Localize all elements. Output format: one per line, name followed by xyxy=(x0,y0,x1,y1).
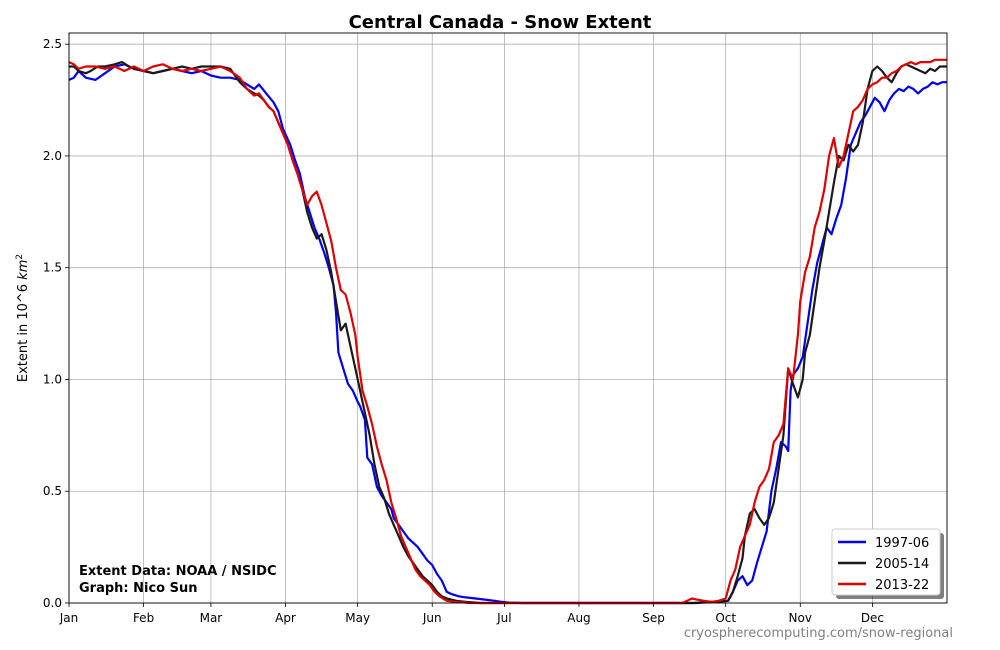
plot-frame xyxy=(68,32,948,604)
y-tick-label: 1.5 xyxy=(43,261,62,275)
source-url: cryospherecomputing.com/snow-regional xyxy=(684,626,953,641)
x-tick-label: Aug xyxy=(567,611,590,625)
x-tick-label: Sep xyxy=(642,611,665,625)
legend-label: 2013-22 xyxy=(875,578,929,593)
y-tick-label: 1.0 xyxy=(43,372,62,386)
series-line-2013-22 xyxy=(68,58,947,605)
x-tick-label: Mar xyxy=(200,611,223,625)
chart-title: Central Canada - Snow Extent xyxy=(349,12,652,33)
legend-label: 1997-06 xyxy=(875,536,929,551)
axis-ticks: Jan Feb Mar Apr May Jun Jul Aug Sep Oct Nov Dec 0.0 0… xyxy=(43,37,884,625)
legend-label: 2005-14 xyxy=(875,557,929,572)
x-tick-label: Nov xyxy=(789,611,812,625)
y-tick-label: 0.5 xyxy=(43,484,62,498)
x-tick-label: Dec xyxy=(861,611,884,625)
legend-box xyxy=(831,528,941,596)
series-line-2005-14 xyxy=(69,61,947,605)
x-tick-label: Jan xyxy=(59,611,79,625)
y-tick-label: 0.0 xyxy=(43,596,62,610)
x-tick-label: Apr xyxy=(275,611,296,625)
x-tick-label: Jun xyxy=(422,611,442,625)
x-tick-label: Feb xyxy=(133,611,154,625)
legend: 1997-06 2005-14 2013-22 xyxy=(831,528,944,599)
credit-graph: Graph: Nico Sun xyxy=(79,581,198,596)
y-axis-label: Extent in 10^6 km2 xyxy=(15,254,31,382)
x-tick-label: May xyxy=(345,611,370,625)
y-tick-label: 2.5 xyxy=(43,37,62,51)
y-tick-label: 2.0 xyxy=(43,149,62,163)
x-tick-label: Oct xyxy=(715,611,736,625)
grid-lines xyxy=(68,33,947,604)
credit-data: Extent Data: NOAA / NSIDC xyxy=(79,564,276,579)
x-tick-label: Jul xyxy=(496,611,511,625)
series-lines xyxy=(68,58,947,605)
series-line-1997-06 xyxy=(68,63,947,605)
